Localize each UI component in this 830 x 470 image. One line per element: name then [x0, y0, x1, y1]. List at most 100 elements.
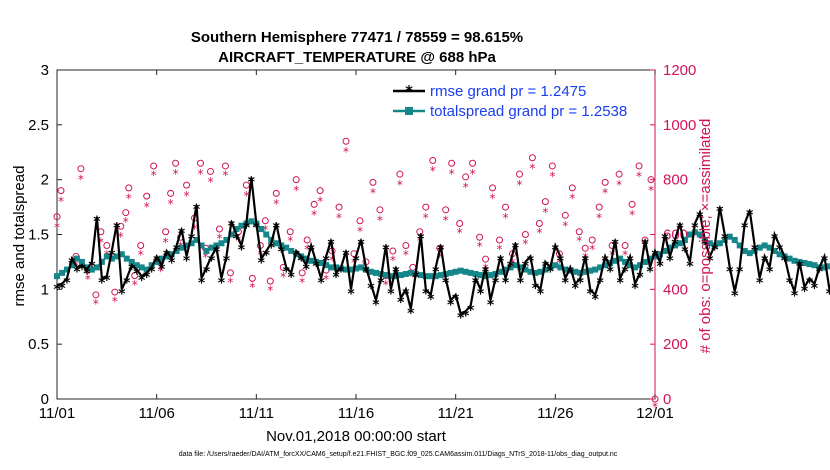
rmse-point: * [592, 292, 600, 308]
obs-assimilated-point: * [151, 168, 157, 182]
chart-subtitle: AIRCRAFT_TEMPERATURE @ 688 hPa [218, 49, 496, 66]
rmse-point: * [452, 292, 460, 308]
obs-assimilated-point: * [280, 270, 286, 284]
obs-assimilated-point: * [243, 189, 249, 203]
rmse-point: * [307, 242, 315, 258]
rmse-point: * [253, 221, 261, 237]
rmse-point: * [507, 259, 515, 275]
obs-assimilated-point: * [403, 248, 409, 262]
obs-possible-point [292, 176, 300, 184]
obs-assimilated-point: * [144, 200, 150, 214]
obs-possible-point [651, 395, 659, 403]
rmse-point: * [577, 275, 585, 291]
y-tick-label: 0 [41, 391, 49, 408]
y-tick-label: 2.5 [28, 117, 49, 134]
rmse-point: * [337, 264, 345, 280]
spread-point [582, 268, 589, 275]
data-file-footer: data file: /Users/raeder/DAI/ATM_forcXX/… [179, 451, 618, 458]
rmse-point: * [646, 264, 654, 280]
rmse-point: * [626, 253, 634, 269]
rmse-point: * [303, 262, 311, 278]
obs-assimilated-point: * [497, 242, 503, 256]
spread-point [58, 269, 65, 276]
rmse-point: * [487, 297, 495, 313]
rmse-point: * [602, 253, 610, 269]
spread-point [367, 268, 374, 275]
obs-possible-point [595, 203, 603, 211]
rmse-point: * [641, 237, 649, 253]
spread-point [98, 258, 105, 265]
obs-possible-point [242, 181, 250, 189]
obs-assimilated-point: * [222, 168, 228, 182]
spread-point [218, 240, 225, 247]
rmse-point: * [497, 253, 505, 269]
obs-assimilated-point: * [529, 161, 535, 175]
spread-point [153, 258, 160, 265]
spread-point [372, 269, 379, 276]
obs-possible-point [476, 233, 484, 241]
rmse-point: * [402, 286, 410, 302]
obs-assimilated-point: * [470, 167, 476, 181]
obs-assimilated-point: * [536, 226, 542, 240]
spread-point [288, 247, 295, 254]
obs-possible-point [568, 184, 576, 192]
rmse-point: * [158, 262, 166, 278]
rmse-point: * [53, 282, 61, 298]
spread-point [123, 255, 130, 262]
spread-point [462, 268, 469, 275]
rmse-point: * [696, 210, 704, 226]
y2-tick-label: 400 [663, 281, 688, 298]
rmse-point: * [512, 240, 520, 256]
spread-point [417, 272, 424, 279]
obs-possible-point [303, 236, 311, 244]
obs-possible-point [635, 162, 643, 170]
chart-title: Southern Hemisphere 77471 / 78559 = 98.6… [191, 29, 523, 46]
rmse-point: * [223, 253, 231, 269]
rmse-point: * [288, 270, 296, 286]
rmse-point: * [651, 248, 659, 264]
spread-point [343, 266, 350, 273]
obs-possible-point [356, 217, 364, 225]
obs-possible-point [310, 200, 318, 208]
rmse-point: * [552, 242, 560, 258]
rmse-point: * [238, 242, 246, 258]
obs-possible-point [521, 231, 529, 238]
spread-point [507, 264, 514, 271]
rmse-point: * [138, 273, 146, 289]
obs-possible-point [489, 184, 497, 192]
rmse-point: * [736, 264, 744, 280]
rmse-point: * [317, 275, 325, 291]
rmse-point: * [332, 270, 340, 286]
obs-assimilated-point: * [377, 214, 383, 228]
rmse-point: * [417, 232, 425, 248]
spread-point [467, 269, 474, 276]
obs-assimilated-point: * [227, 275, 233, 289]
rmse-point: * [801, 284, 809, 300]
spread-point [791, 257, 798, 264]
obs-assimilated-point: * [336, 211, 342, 225]
spread-point [188, 240, 195, 247]
spread-point [183, 242, 190, 249]
obs-assimilated-point: * [443, 214, 449, 228]
spread-point [78, 258, 85, 265]
rmse-point: * [432, 264, 440, 280]
rmse-point: * [108, 248, 116, 264]
spread-point [198, 242, 205, 249]
spread-point [158, 255, 165, 262]
spread-point [457, 267, 464, 274]
rmse-point: * [183, 253, 191, 269]
obs-possible-point [183, 181, 191, 189]
obs-assimilated-point: * [516, 178, 522, 192]
rmse-point: * [178, 226, 186, 242]
obs-assimilated-point: * [267, 283, 273, 297]
obs-assimilated-point: * [163, 236, 169, 250]
obs-assimilated-point: * [370, 186, 376, 200]
obs-assimilated-point: * [648, 183, 654, 197]
obs-assimilated-point: * [249, 281, 255, 295]
spread-point [716, 240, 723, 247]
obs-possible-point [462, 173, 470, 181]
spread-point [811, 262, 818, 269]
spread-point [143, 266, 150, 273]
rmse-point: * [597, 275, 605, 291]
